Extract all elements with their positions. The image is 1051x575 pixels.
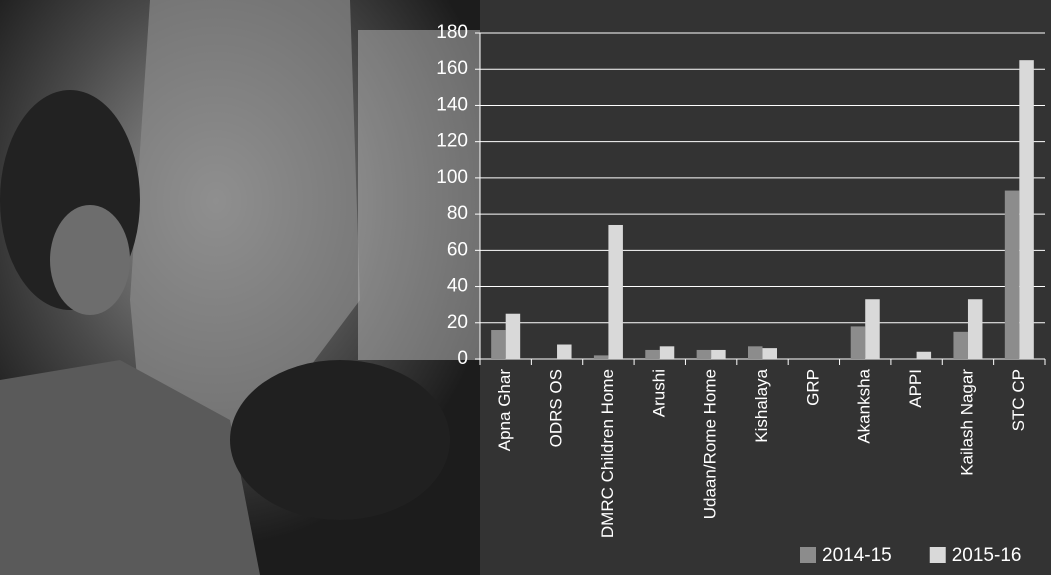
- x-tick-label: GRP: [803, 369, 822, 406]
- x-tick-label: Kishalaya: [752, 368, 771, 442]
- bar: [491, 330, 506, 359]
- bar: [967, 299, 983, 359]
- y-tick-label: 100: [436, 167, 468, 188]
- bar: [608, 224, 623, 359]
- legend-label: 2015-16: [952, 545, 1022, 566]
- bar: [645, 349, 660, 359]
- y-tick-label: 160: [436, 58, 468, 79]
- bar: [916, 351, 932, 359]
- y-tick-label: 140: [436, 94, 468, 115]
- photo: [0, 0, 480, 575]
- bar: [850, 326, 866, 359]
- bar: [557, 344, 572, 359]
- y-tick-label: 40: [447, 276, 468, 297]
- legend-swatch: [929, 547, 946, 563]
- bar: [865, 299, 880, 359]
- x-tick-label: STC CP: [1009, 369, 1028, 431]
- bar: [1019, 60, 1034, 360]
- y-tick-label: 180: [436, 22, 468, 43]
- x-tick-label: Akanksha: [855, 368, 874, 443]
- x-tick-label: APPI: [906, 369, 925, 408]
- y-tick-label: 20: [447, 312, 468, 333]
- x-tick-label: DMRC Children Home: [598, 369, 617, 538]
- bar: [711, 349, 726, 359]
- y-tick-label: 80: [447, 203, 468, 224]
- y-tick-label: 0: [457, 348, 468, 369]
- bar: [748, 346, 763, 359]
- bar: [696, 349, 712, 359]
- x-tick-label: Apna Ghar: [495, 369, 514, 452]
- bar: [762, 348, 777, 359]
- x-tick-label: ODRS OS: [547, 369, 566, 447]
- bar: [593, 355, 609, 359]
- legend-swatch: [800, 547, 816, 563]
- x-tick-label: Arushi: [649, 369, 668, 417]
- legend-label: 2014-15: [822, 545, 892, 566]
- bar: [505, 313, 521, 359]
- x-tick-label: Udaan/Rome Home: [701, 369, 720, 519]
- bar: [953, 331, 968, 359]
- bar: [1004, 190, 1020, 359]
- y-tick-label: 60: [447, 239, 468, 260]
- y-tick-label: 120: [436, 131, 468, 152]
- bar: [659, 346, 675, 359]
- x-tick-label: Kailash Nagar: [957, 369, 976, 476]
